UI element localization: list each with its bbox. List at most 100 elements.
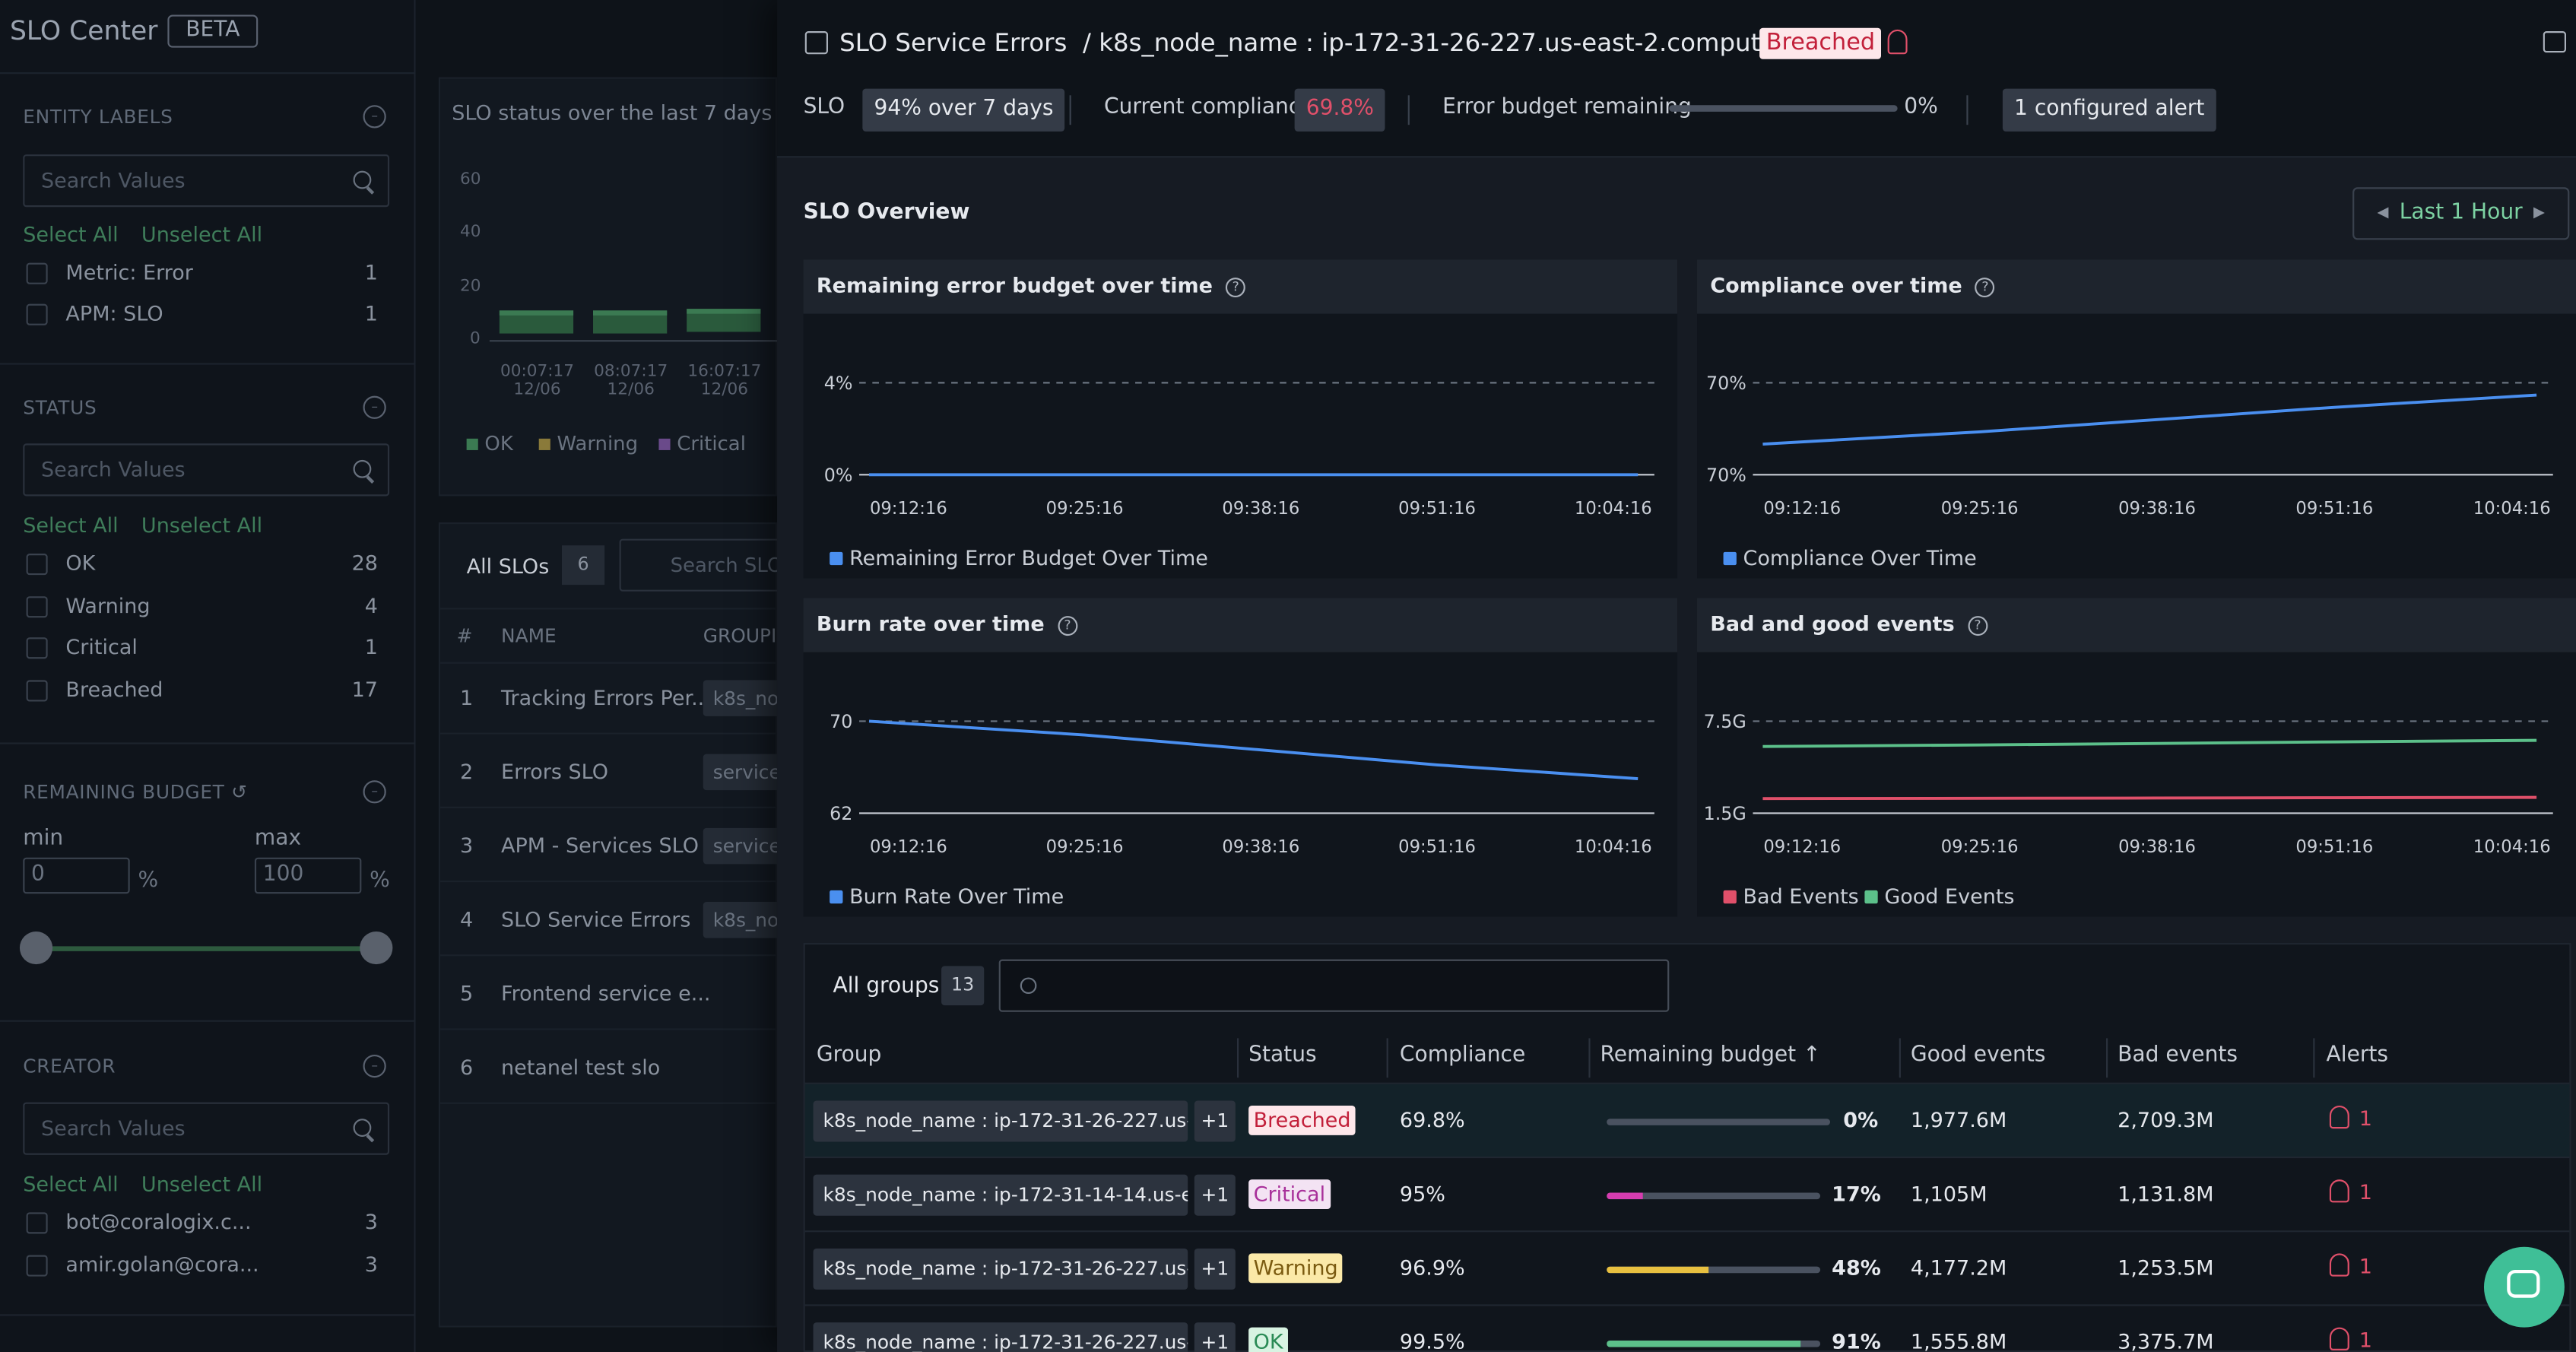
collapse-budget-icon[interactable]: – [363, 780, 386, 804]
legend-item[interactable]: Remaining Error Budget Over Time [830, 545, 1208, 570]
checkbox-row[interactable]: APM: SLO 1 [26, 300, 378, 330]
unselect-all-link[interactable]: Unselect All [141, 1171, 263, 1196]
checkbox[interactable] [26, 1255, 48, 1277]
group-tag[interactable]: k8s_node_name : ip-172-31-26-227.us-... [813, 1100, 1188, 1142]
chevron-right-icon[interactable]: ▶ [2533, 205, 2545, 222]
checkbox-row[interactable]: OK 28 [26, 551, 378, 580]
table-row[interactable]: k8s_node_name : ip-172-31-26-227.us-... +… [804, 1232, 2570, 1306]
legend-item[interactable]: Burn Rate Over Time [830, 884, 1064, 909]
more-labels-badge[interactable]: +1 [1194, 1174, 1236, 1216]
checkbox-row[interactable]: Critical 1 [26, 634, 378, 664]
help-icon[interactable]: ? [1226, 278, 1246, 298]
col-alerts[interactable]: Alerts [2326, 1043, 2389, 1068]
entity-labels-search-input[interactable]: Search Values [23, 154, 390, 208]
legend-item[interactable]: Compliance Over Time [1723, 545, 1977, 570]
legend-swatch [466, 438, 478, 450]
col-remaining-budget[interactable]: Remaining budget ↑ [1600, 1028, 1821, 1084]
expand-icon[interactable] [2543, 31, 2567, 53]
budget-slider-track[interactable] [36, 946, 376, 951]
bell-icon[interactable] [2329, 1105, 2349, 1129]
status-search-input[interactable]: Search Values [23, 443, 390, 497]
help-icon[interactable]: ? [1975, 278, 1995, 298]
budget-bar [1607, 1340, 1821, 1347]
bell-icon[interactable] [1887, 29, 1908, 55]
checkbox[interactable] [26, 637, 48, 659]
checkbox[interactable] [26, 596, 48, 618]
group-tag[interactable]: k8s_node_name : ip-172-31-26-227.us-... [813, 1248, 1188, 1290]
col-group[interactable]: Group [816, 1043, 882, 1068]
checkbox-row[interactable]: Breached 17 [26, 677, 378, 706]
group-tag[interactable]: k8s_node_name : ip-172-31-26-227.us-... [813, 1322, 1188, 1352]
separator [1069, 95, 1071, 125]
select-all-link[interactable]: Select All [23, 513, 119, 538]
bell-icon[interactable] [2329, 1253, 2349, 1277]
unselect-all-link[interactable]: Unselect All [141, 513, 263, 538]
col-grouping[interactable]: GROUPI [703, 624, 777, 648]
select-all-link[interactable]: Select All [23, 1171, 119, 1196]
col-name[interactable]: NAME [501, 624, 557, 648]
more-labels-badge[interactable]: +1 [1194, 1100, 1236, 1142]
configured-alerts-pill[interactable]: 1 configured alert [2002, 88, 2216, 132]
collapse-entity-labels-icon[interactable]: – [363, 105, 386, 129]
row-num: 5 [459, 980, 474, 1006]
table-row[interactable]: k8s_node_name : ip-172-31-26-227.us-... +… [805, 1306, 2570, 1352]
collapse-status-icon[interactable]: – [363, 395, 386, 419]
slo-row[interactable]: 6 netanel test slo [440, 1032, 778, 1104]
budget-slider-min-handle[interactable] [19, 931, 53, 965]
chat-support-button[interactable] [2483, 1246, 2565, 1328]
status-bar[interactable] [687, 309, 761, 332]
slo-row[interactable]: 5 Frontend service e... [440, 958, 778, 1030]
legend-item[interactable]: Bad Events [1723, 884, 1859, 909]
checkbox-row[interactable]: Warning 4 [26, 593, 378, 623]
sort-asc-icon[interactable]: ↑ [1803, 1043, 1821, 1068]
col-bad-events[interactable]: Bad events [2118, 1043, 2238, 1068]
series-line[interactable] [1762, 795, 2537, 801]
slo-search-input[interactable]: Search SLOs [619, 538, 784, 592]
checkbox-row[interactable]: amir.golan@cora... 3 [26, 1252, 378, 1281]
budget-slider-max-handle[interactable] [360, 931, 393, 965]
series-line[interactable] [1762, 738, 2537, 748]
time-range-selector[interactable]: ◀ Last 1 Hour ▶ [2352, 187, 2570, 240]
groups-search-input[interactable] [998, 959, 1670, 1012]
slo-row[interactable]: 1 Tracking Errors Per...k8s_node_name [440, 662, 785, 735]
slo-row[interactable]: 2 Errors SLO service_name [440, 736, 785, 808]
checkbox[interactable] [26, 554, 48, 576]
max-budget-input[interactable]: 100 [254, 857, 362, 894]
col-compliance[interactable]: Compliance [1399, 1043, 1526, 1068]
reset-icon[interactable]: ↺ [231, 780, 248, 804]
min-budget-input[interactable]: 0 [23, 857, 130, 894]
collapse-creator-icon[interactable]: – [363, 1054, 386, 1078]
group-tag[interactable]: k8s_node_name : ip-172-31-14-14.us-e... [813, 1174, 1188, 1216]
table-row[interactable]: k8s_node_name : ip-172-31-14-14.us-e... +… [804, 1158, 2570, 1233]
slo-row[interactable]: 4 SLO Service Errors k8s_node_name [440, 884, 785, 957]
series-line[interactable] [1762, 393, 2537, 446]
checkbox[interactable] [26, 303, 48, 325]
creator-search-input[interactable]: Search Values [23, 1102, 390, 1155]
checkbox-row[interactable]: Metric: Error 1 [26, 259, 378, 289]
x-tick-label: 09:25:16 [1046, 837, 1124, 857]
status-chart-title: SLO status over the last 7 days i [452, 100, 798, 127]
checkbox-row[interactable]: bot@coralogix.c... 3 [26, 1209, 378, 1239]
unselect-all-link[interactable]: Unselect All [141, 221, 263, 247]
legend-item[interactable]: Good Events [1864, 884, 2014, 909]
col-status[interactable]: Status [1248, 1043, 1317, 1068]
more-labels-badge[interactable]: +1 [1194, 1248, 1236, 1290]
bell-icon[interactable] [2329, 1179, 2349, 1203]
y-tick-label: 0% [824, 465, 853, 486]
status-bar[interactable] [593, 310, 668, 334]
col-good-events[interactable]: Good events [1910, 1043, 2046, 1068]
help-icon[interactable]: ? [1057, 616, 1077, 636]
more-labels-badge[interactable]: +1 [1194, 1322, 1236, 1352]
help-icon[interactable]: ? [1967, 616, 1988, 636]
checkbox[interactable] [26, 262, 48, 284]
x-tick-label: 16:07:17 12/06 [687, 363, 762, 399]
table-row[interactable]: k8s_node_name : ip-172-31-26-227.us-... +… [804, 1084, 2570, 1159]
chevron-left-icon[interactable]: ◀ [2377, 205, 2389, 222]
checkbox[interactable] [26, 1212, 48, 1234]
select-all-link[interactable]: Select All [23, 221, 119, 247]
status-bar[interactable] [499, 310, 574, 334]
series-line[interactable] [868, 719, 1639, 780]
bell-icon[interactable] [2329, 1327, 2349, 1350]
checkbox[interactable] [26, 680, 48, 702]
